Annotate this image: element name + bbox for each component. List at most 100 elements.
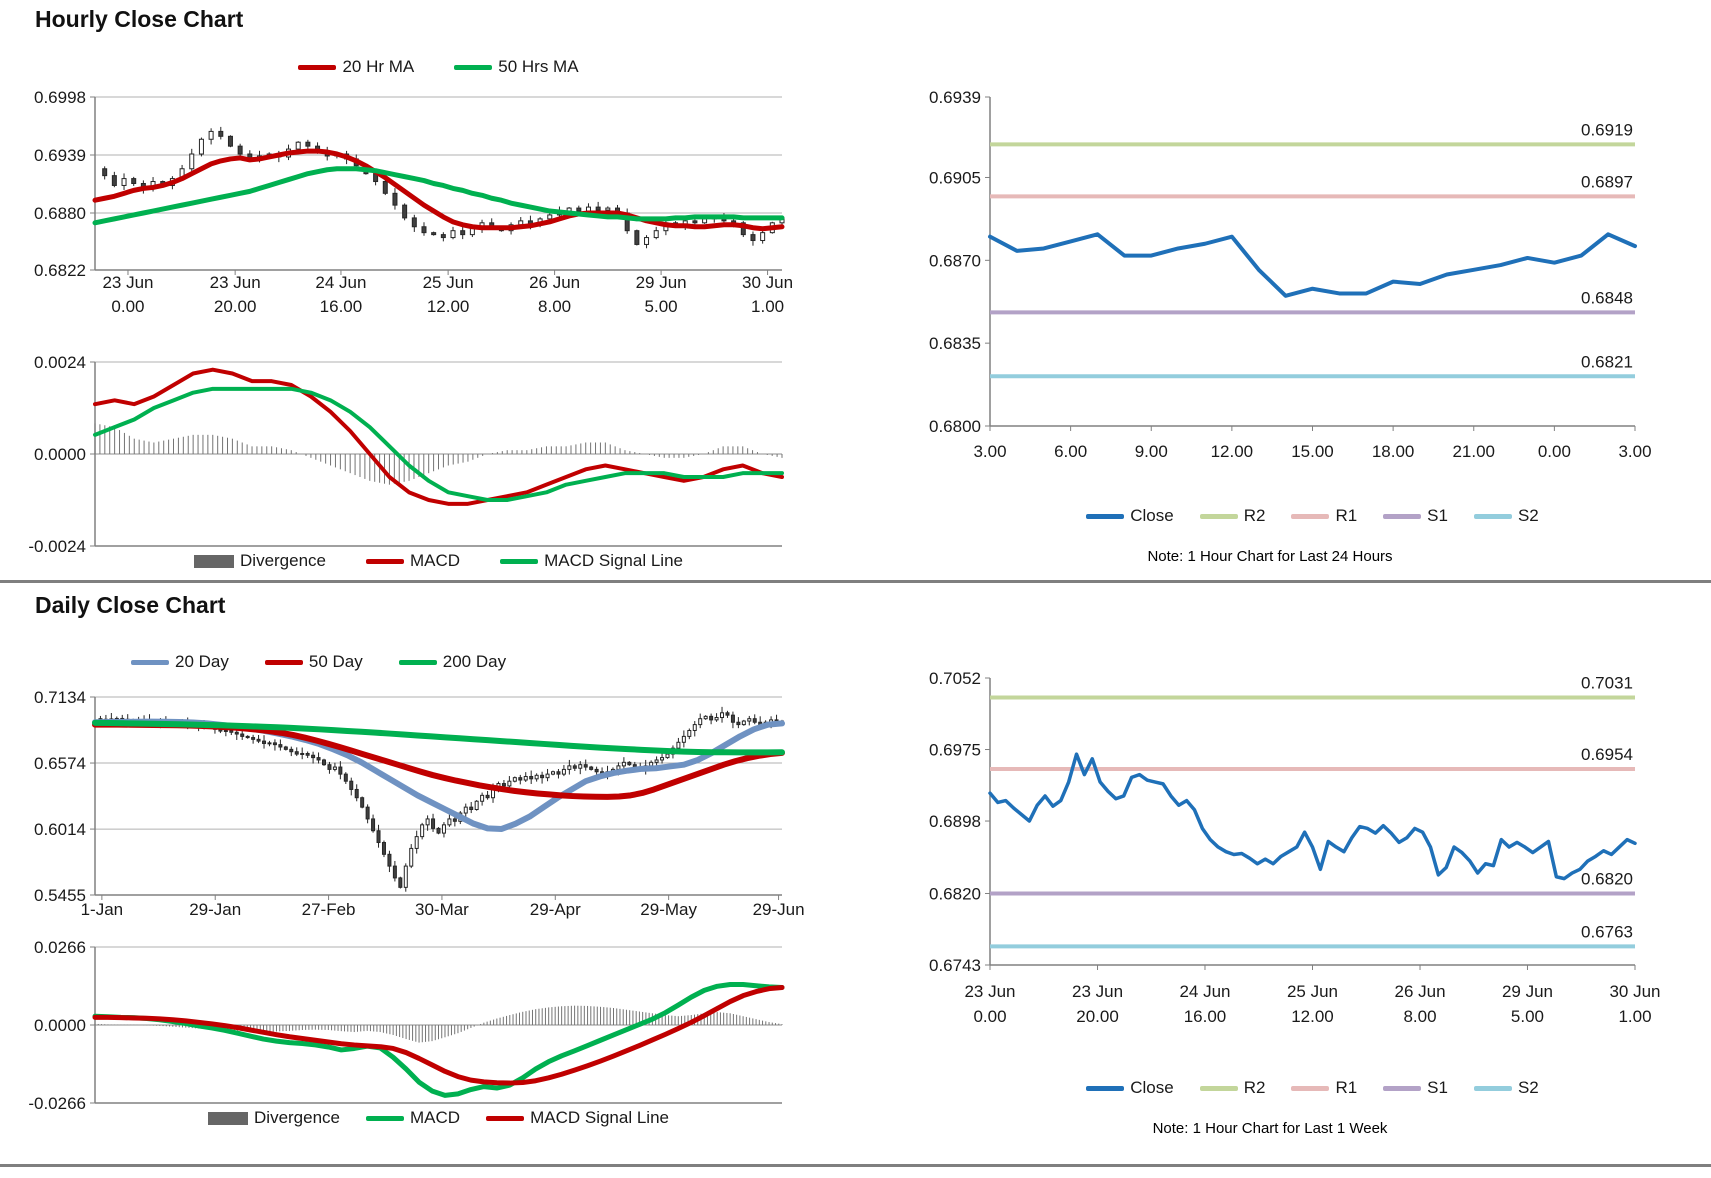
svg-text:24 Jun: 24 Jun [315, 273, 366, 292]
svg-text:9.00: 9.00 [1135, 442, 1168, 461]
svg-text:0.6014: 0.6014 [34, 820, 86, 839]
svg-text:0.7134: 0.7134 [34, 688, 86, 707]
axes: 0.0266 0.0000 -0.0266 [28, 938, 782, 1113]
legend-label: Divergence [254, 1108, 341, 1127]
svg-text:16.00: 16.00 [320, 297, 363, 316]
daily-section-title: Daily Close Chart [35, 592, 226, 618]
svg-text:0.6848: 0.6848 [1581, 288, 1633, 307]
legend-item: R2 [1199, 506, 1265, 526]
svg-text:3.00: 3.00 [973, 442, 1006, 461]
svg-text:6.00: 6.00 [1054, 442, 1087, 461]
svg-text:0.0266: 0.0266 [34, 938, 86, 957]
weekly-pivot-line-chart: 0.7052 0.6975 0.6898 0.6820 0.6743 23 Jun 0.00… [929, 669, 1661, 1026]
svg-text:0.6821: 0.6821 [1581, 352, 1633, 371]
legend-item: Close [1086, 506, 1174, 526]
weekly-pivot-note: Note: 1 Hour Chart for Last 1 Week [1152, 1120, 1388, 1137]
legend-item: S2 [1473, 506, 1539, 526]
svg-text:0.00: 0.00 [1538, 442, 1571, 461]
hourly-candlestick-chart: 0.6998 0.6939 0.6880 0.6822 23 Jun 0.00 23 Jun… [34, 88, 793, 316]
legend-label: Divergence [240, 551, 327, 570]
axes: 0.6998 0.6939 0.6880 0.6822 23 Jun 0.00 23 Jun… [34, 88, 793, 316]
legend-label: MACD [410, 1108, 461, 1127]
legend-label: Close [1130, 506, 1174, 525]
svg-text:25 Jun: 25 Jun [1287, 982, 1338, 1001]
svg-text:0.6939: 0.6939 [929, 88, 981, 107]
daily-macd-chart: 0.0266 0.0000 -0.0266 [28, 938, 785, 1113]
svg-text:1-Jan: 1-Jan [81, 900, 124, 919]
line-swatch-macd-signal [500, 558, 539, 564]
legend-item: R1 [1291, 1078, 1357, 1098]
legend-label: R2 [1243, 1078, 1266, 1097]
hourly-macd-legend: Divergence MACD MACD Signal Line [95, 551, 782, 571]
legend-label: 20 Hr MA [342, 57, 415, 76]
svg-text:0.5455: 0.5455 [34, 886, 86, 905]
hourly-pivot-line-chart: 0.6939 0.6905 0.6870 0.6835 0.6800 3.00 6.00 9.… [929, 88, 1652, 461]
legend-label: R1 [1335, 506, 1358, 525]
legend-label: 50 Day [308, 652, 363, 671]
legend-item: S2 [1473, 1078, 1539, 1098]
svg-text:30-Mar: 30-Mar [415, 900, 469, 919]
svg-text:8.00: 8.00 [1403, 1007, 1436, 1026]
line-swatch-20hr-ma [298, 64, 337, 70]
legend-label: 50 Hrs MA [498, 57, 579, 76]
section-divider [0, 580, 1711, 583]
svg-text:15.00: 15.00 [1291, 442, 1334, 461]
svg-text:0.0000: 0.0000 [34, 445, 86, 464]
line-swatch-r1 [1291, 1085, 1330, 1091]
svg-text:12.00: 12.00 [1211, 442, 1254, 461]
series-close [988, 232, 1637, 298]
svg-text:0.6898: 0.6898 [929, 812, 981, 831]
svg-text:12.00: 12.00 [1291, 1007, 1334, 1026]
legend-label: R1 [1335, 1078, 1358, 1097]
legend-item: R2 [1199, 1078, 1266, 1098]
legend-item: S1 [1383, 1078, 1448, 1098]
bottom-divider [0, 1164, 1711, 1167]
legend-item: 50 Day [264, 652, 363, 672]
axes: 0.0024 0.0000 -0.0024 [28, 353, 782, 556]
axes: 0.6939 0.6905 0.6870 0.6835 0.6800 3.00 6.00 9.… [929, 88, 1652, 461]
series-macd-signal-line [92, 984, 785, 1086]
series-close [988, 752, 1637, 881]
line-swatch-200day [398, 659, 437, 665]
svg-text:0.6800: 0.6800 [929, 417, 981, 436]
series-divergence [94, 1005, 783, 1043]
svg-text:25 Jun: 25 Jun [423, 273, 474, 292]
line-swatch-50hrs-ma [454, 64, 493, 70]
svg-text:23 Jun: 23 Jun [964, 982, 1015, 1001]
legend-label: MACD Signal Line [544, 551, 683, 570]
svg-text:0.00: 0.00 [973, 1007, 1006, 1026]
svg-text:29 Jun: 29 Jun [1502, 982, 1553, 1001]
line-swatch-macd [366, 558, 405, 564]
svg-text:0.6743: 0.6743 [929, 956, 981, 975]
svg-text:0.6820: 0.6820 [1581, 869, 1633, 888]
svg-text:20.00: 20.00 [214, 297, 257, 316]
svg-text:27-Feb: 27-Feb [302, 900, 356, 919]
line-swatch-close [1086, 1085, 1125, 1091]
line-swatch-r1 [1291, 513, 1330, 519]
svg-text:24 Jun: 24 Jun [1179, 982, 1230, 1001]
line-swatch-s1 [1383, 513, 1422, 519]
series-macd [92, 982, 785, 1098]
line-swatch-s2 [1473, 513, 1512, 519]
legend-label: Close [1130, 1078, 1174, 1097]
hourly-section-title: Hourly Close Chart [35, 6, 244, 32]
line-swatch-close [1086, 513, 1125, 519]
svg-text:0.6822: 0.6822 [34, 261, 86, 280]
svg-text:23 Jun: 23 Jun [210, 273, 261, 292]
legend-item: Close [1086, 1078, 1174, 1098]
svg-text:1.00: 1.00 [1618, 1007, 1651, 1026]
legend-label: MACD Signal Line [530, 1108, 669, 1127]
svg-text:18.00: 18.00 [1372, 442, 1415, 461]
svg-text:29-Jun: 29-Jun [753, 900, 805, 919]
svg-text:12.00: 12.00 [427, 297, 470, 316]
hourly-pivot-note: Note: 1 Hour Chart for Last 24 Hours [1147, 548, 1393, 565]
line-swatch-50day [264, 659, 303, 665]
bar-swatch-divergence [194, 554, 235, 568]
legend-label: S1 [1427, 506, 1448, 525]
svg-text:3.00: 3.00 [1618, 442, 1651, 461]
line-swatch-s2 [1473, 1085, 1512, 1091]
line-swatch-r2 [1199, 1085, 1238, 1091]
svg-text:5.00: 5.00 [1511, 1007, 1544, 1026]
